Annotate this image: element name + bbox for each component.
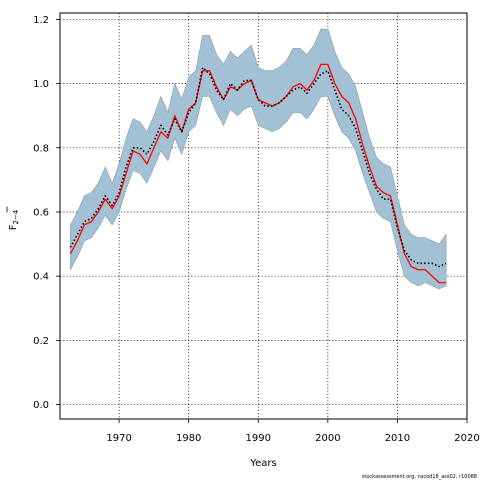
y-tick-label: 0.4: [33, 272, 49, 283]
y-tick-label: 1.0: [33, 79, 49, 90]
y-axis-title: F2−4: [8, 209, 20, 230]
y-tick-label: 1.2: [33, 15, 49, 26]
y-tick-label: 0.2: [33, 336, 49, 347]
y-tick-label: 0.8: [33, 143, 49, 154]
tick-layer: 1970 1980 1990 2000 2010 2020 0.0 0.2 0.4 0.6 0.8 1…: [33, 15, 480, 444]
credit-text: stockassessment.org, nscod18_ass02, r100…: [362, 474, 477, 480]
series-line-estimate: [69, 63, 447, 284]
x-tick-label: 2010: [385, 433, 410, 444]
y-tick-label: 0.6: [33, 207, 49, 218]
confidence-band: [70, 28, 447, 290]
series-layer: [69, 63, 447, 284]
x-axis-title: Years: [249, 458, 276, 469]
x-tick-label: 2020: [454, 433, 479, 444]
x-tick-label: 1970: [106, 433, 131, 444]
plot-frame: [59, 12, 468, 420]
x-tick-label: 2000: [315, 433, 340, 444]
y-tick-label: 0.0: [33, 400, 49, 411]
x-tick-label: 1980: [176, 433, 201, 444]
y-axis-title-subscript: 2−4: [12, 209, 20, 224]
x-tick-label: 1990: [246, 433, 271, 444]
confidence-band-layer: [70, 28, 447, 290]
y-axis-title-main: F: [8, 224, 19, 230]
y-axis-title-group: F2−4: [6, 206, 20, 230]
series-line-reference: [69, 66, 447, 268]
